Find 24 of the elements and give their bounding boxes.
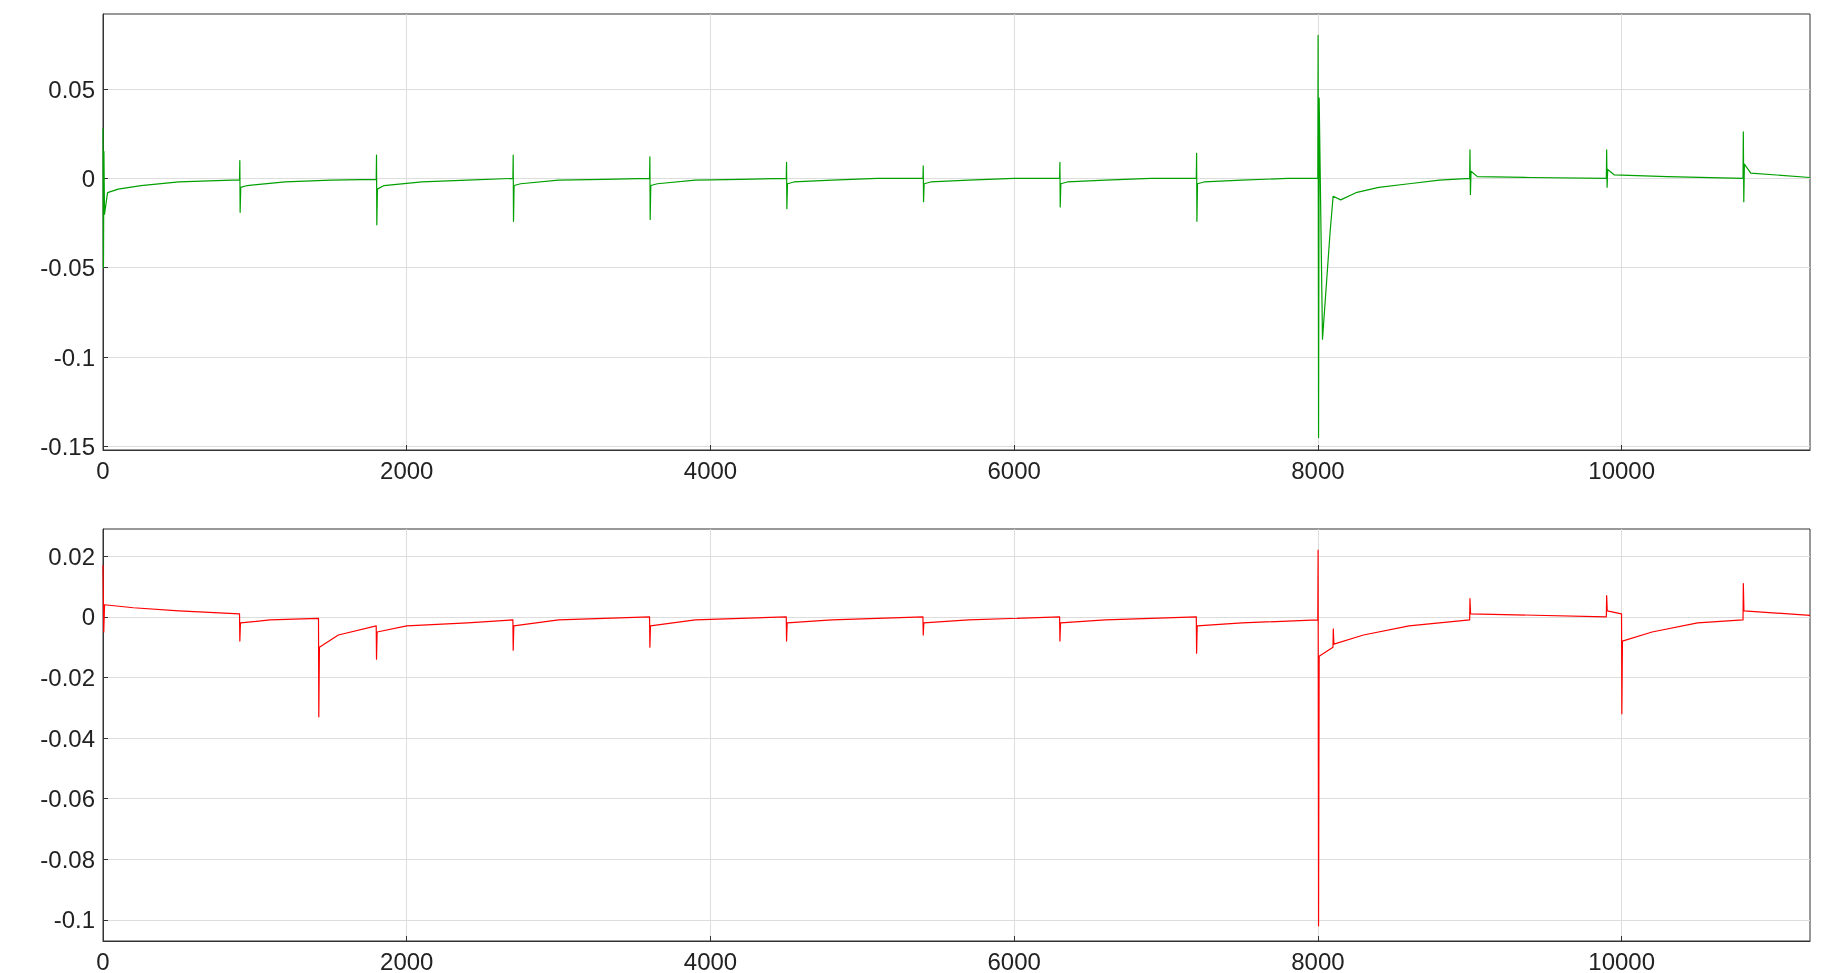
- y-tick-label: 0.02: [48, 542, 95, 570]
- y-tick-label: -0.1: [53, 906, 95, 934]
- line-series: [102, 549, 1811, 927]
- x-tick-label: 10000: [1588, 456, 1656, 484]
- y-tick-label: 0: [81, 164, 95, 192]
- y-tick-label: -0.1: [53, 343, 95, 371]
- x-tick-label: 8000: [1291, 947, 1345, 973]
- y-tick-label: -0.04: [40, 724, 95, 752]
- y-tick-label: -0.15: [40, 432, 95, 460]
- y-tick-label: -0.05: [40, 254, 95, 282]
- x-tick-label: 4000: [683, 947, 738, 973]
- y-tick-label: 0: [81, 603, 95, 631]
- x-tick-label: 8000: [1291, 456, 1345, 484]
- x-tick-label: 6000: [987, 456, 1041, 484]
- y-tick-label: -0.02: [40, 663, 95, 691]
- y-tick-label: -0.08: [40, 845, 95, 873]
- x-tick-label: 6000: [987, 947, 1041, 973]
- y-tick-label: -0.06: [40, 785, 95, 813]
- x-tick-label: 2000: [380, 456, 434, 484]
- line-series: [102, 34, 1811, 439]
- y-tick-label: 0.05: [48, 75, 95, 103]
- x-tick-label: 2000: [380, 947, 434, 973]
- x-tick-label: 10000: [1588, 947, 1656, 973]
- x-tick-label: 4000: [683, 456, 738, 484]
